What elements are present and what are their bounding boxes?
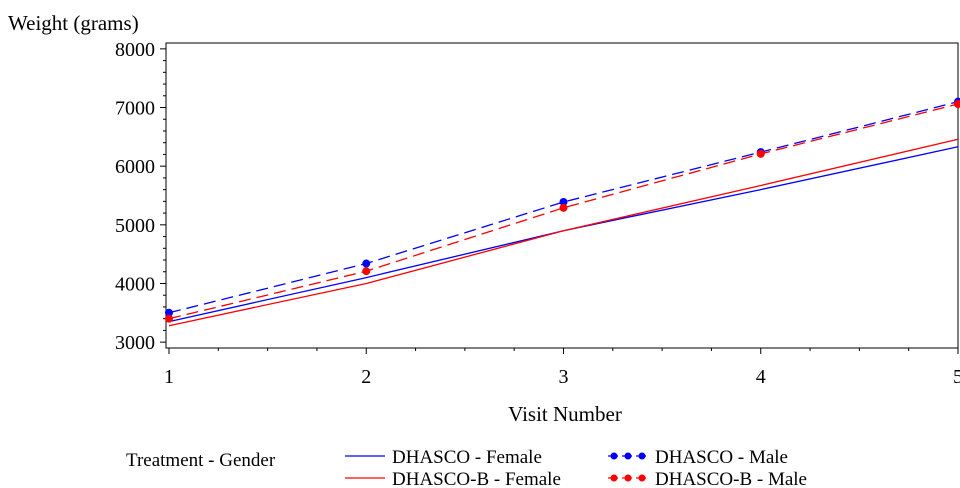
plot-area-frame [165,42,959,349]
y-tick-label: 3000 [115,332,155,354]
y-tick-label: 4000 [115,273,155,295]
y-axis: 3000 4000 5000 6000 7000 8000 [115,39,166,354]
x-tick-label: 3 [559,366,569,388]
legend-marker [624,452,632,460]
series-line [168,146,959,323]
data-point [559,203,568,212]
data-point [954,100,960,108]
legend-marker [624,474,632,482]
series-line [168,101,959,314]
legend-marker [638,452,646,460]
x-axis: 1 2 3 4 5 [164,348,960,388]
legend-title: Treatment - Gender [126,450,276,471]
y-axis-title: Weight (grams) [8,11,139,35]
y-tick-label: 5000 [115,215,155,237]
legend-entry-label: DHASCO-B - Male [655,469,807,488]
data-point [362,267,371,276]
y-tick-label: 6000 [115,156,155,178]
data-point [756,149,765,158]
legend-marker [610,474,618,482]
legend-marker [638,474,646,482]
legend-entry-label: DHASCO-B - Female [392,469,561,488]
data-point [362,259,371,268]
legend-entry-label: DHASCO - Female [392,447,542,468]
legend: Treatment - Gender DHASCO - FemaleDHASCO… [126,447,807,488]
x-tick-label: 4 [756,366,766,388]
series-line [168,103,959,320]
x-axis-title: Visit Number [508,402,622,426]
y-tick-label: 8000 [115,39,155,61]
x-tick-label: 2 [361,366,371,388]
data-point [165,314,173,323]
y-tick-label: 7000 [115,98,155,120]
x-tick-label: 1 [164,366,174,388]
x-tick-label: 5 [953,366,960,388]
series-layer [165,97,960,327]
data-point [559,197,568,206]
series-line [168,138,959,327]
data-point [165,308,173,317]
legend-entry-label: DHASCO - Male [655,447,788,468]
legend-marker [610,452,618,460]
